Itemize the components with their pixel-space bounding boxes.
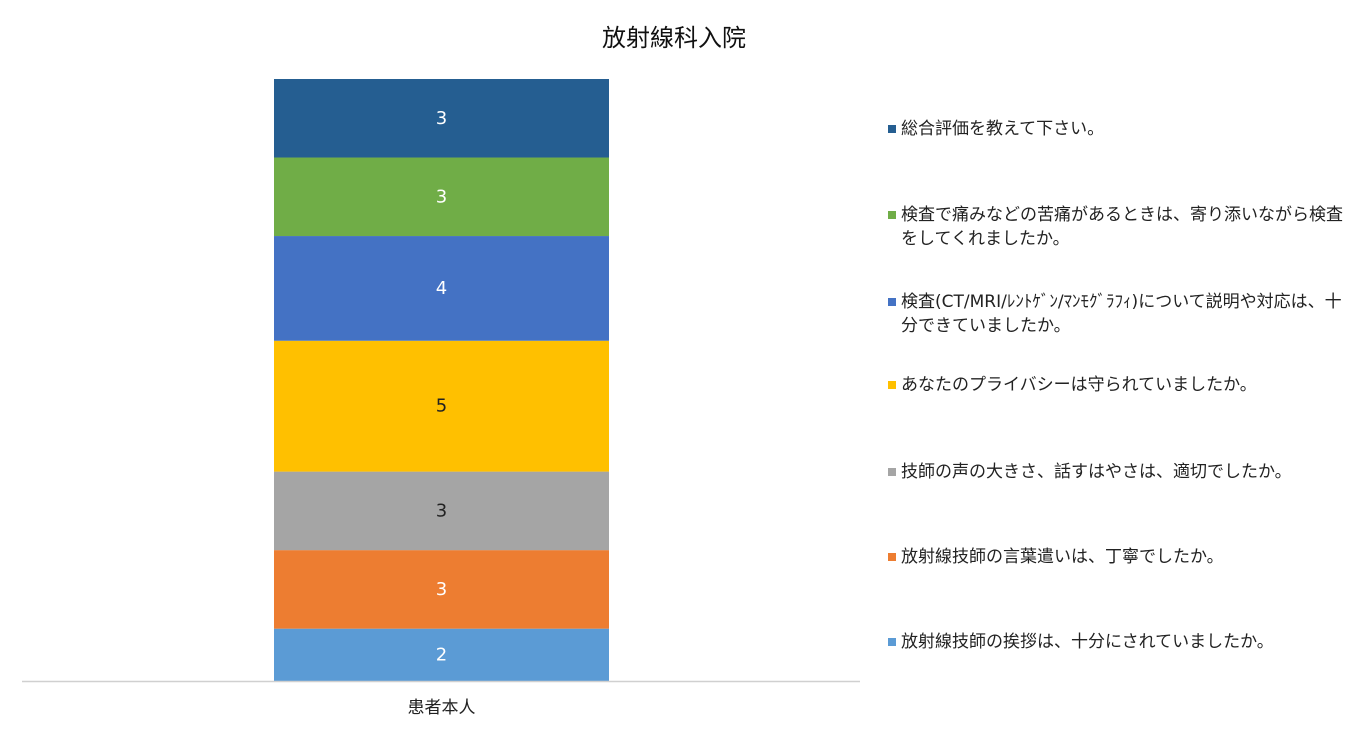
data-label-3: 3 xyxy=(436,500,447,521)
data-label-6: 3 xyxy=(436,186,447,207)
legend-label: 総合評価を教えて下さい。 xyxy=(901,119,1105,139)
legend-swatch xyxy=(888,381,896,389)
legend-item: 検査(CT/MRI/ﾚﾝﾄｹﾞﾝ/ﾏﾝﾓｸﾞﾗﾌｨ)について説明や対応は、十分で… xyxy=(888,290,1343,338)
legend-label: 放射線技師の言葉遣いは、丁寧でしたか。 xyxy=(901,547,1224,567)
legend-item: 総合評価を教えて下さい。 xyxy=(888,117,1343,141)
legend-label: 放射線技師の挨拶は、十分にされていましたか。 xyxy=(901,632,1274,652)
data-label-2: 3 xyxy=(436,579,447,600)
bar-segments xyxy=(274,79,609,681)
legend-label: 検査で痛みなどの苦痛があるときは、寄り添いながら検査をしてくれましたか。 xyxy=(901,205,1343,249)
bar-segment-3 xyxy=(274,471,609,551)
legend-item: 技師の声の大きさ、話すはやさは、適切でしたか。 xyxy=(888,460,1343,484)
bar-segment-5 xyxy=(274,236,609,341)
data-label-7: 3 xyxy=(436,108,447,129)
legend-item: 検査で痛みなどの苦痛があるときは、寄り添いながら検査をしてくれましたか。 xyxy=(888,203,1343,251)
bar-segment-7 xyxy=(274,79,609,158)
legend-swatch xyxy=(888,298,896,306)
legend-label: 技師の声の大きさ、話すはやさは、適切でしたか。 xyxy=(901,462,1292,482)
legend-label: あなたのプライバシーは守られていましたか。 xyxy=(901,375,1257,395)
x-tick-label: 患者本人 xyxy=(407,698,476,718)
data-label-5: 4 xyxy=(436,278,447,299)
legend-item: 放射線技師の言葉遣いは、丁寧でしたか。 xyxy=(888,545,1343,569)
legend-swatch xyxy=(888,125,896,133)
bar-segment-6 xyxy=(274,157,609,237)
bar-segment-1 xyxy=(274,628,609,681)
bar-segment-2 xyxy=(274,550,609,629)
stacked-bar-plot: 2 3 3 5 4 3 3 xyxy=(22,79,860,683)
bar-segment-4 xyxy=(274,340,609,472)
chart-title: 放射線科入院 xyxy=(602,24,746,52)
legend-swatch xyxy=(888,211,896,219)
data-labels: 2 3 3 5 4 3 3 xyxy=(436,108,447,666)
legend-swatch xyxy=(888,638,896,646)
legend-item: あなたのプライバシーは守られていましたか。 xyxy=(888,373,1343,397)
data-label-4: 5 xyxy=(436,396,447,417)
legend-label: 検査(CT/MRI/ﾚﾝﾄｹﾞﾝ/ﾏﾝﾓｸﾞﾗﾌｨ)について説明や対応は、十分で… xyxy=(901,292,1342,336)
legend-item: 放射線技師の挨拶は、十分にされていましたか。 xyxy=(888,630,1343,654)
legend-swatch xyxy=(888,553,896,561)
legend-swatch xyxy=(888,468,896,476)
data-label-1: 2 xyxy=(436,644,447,665)
